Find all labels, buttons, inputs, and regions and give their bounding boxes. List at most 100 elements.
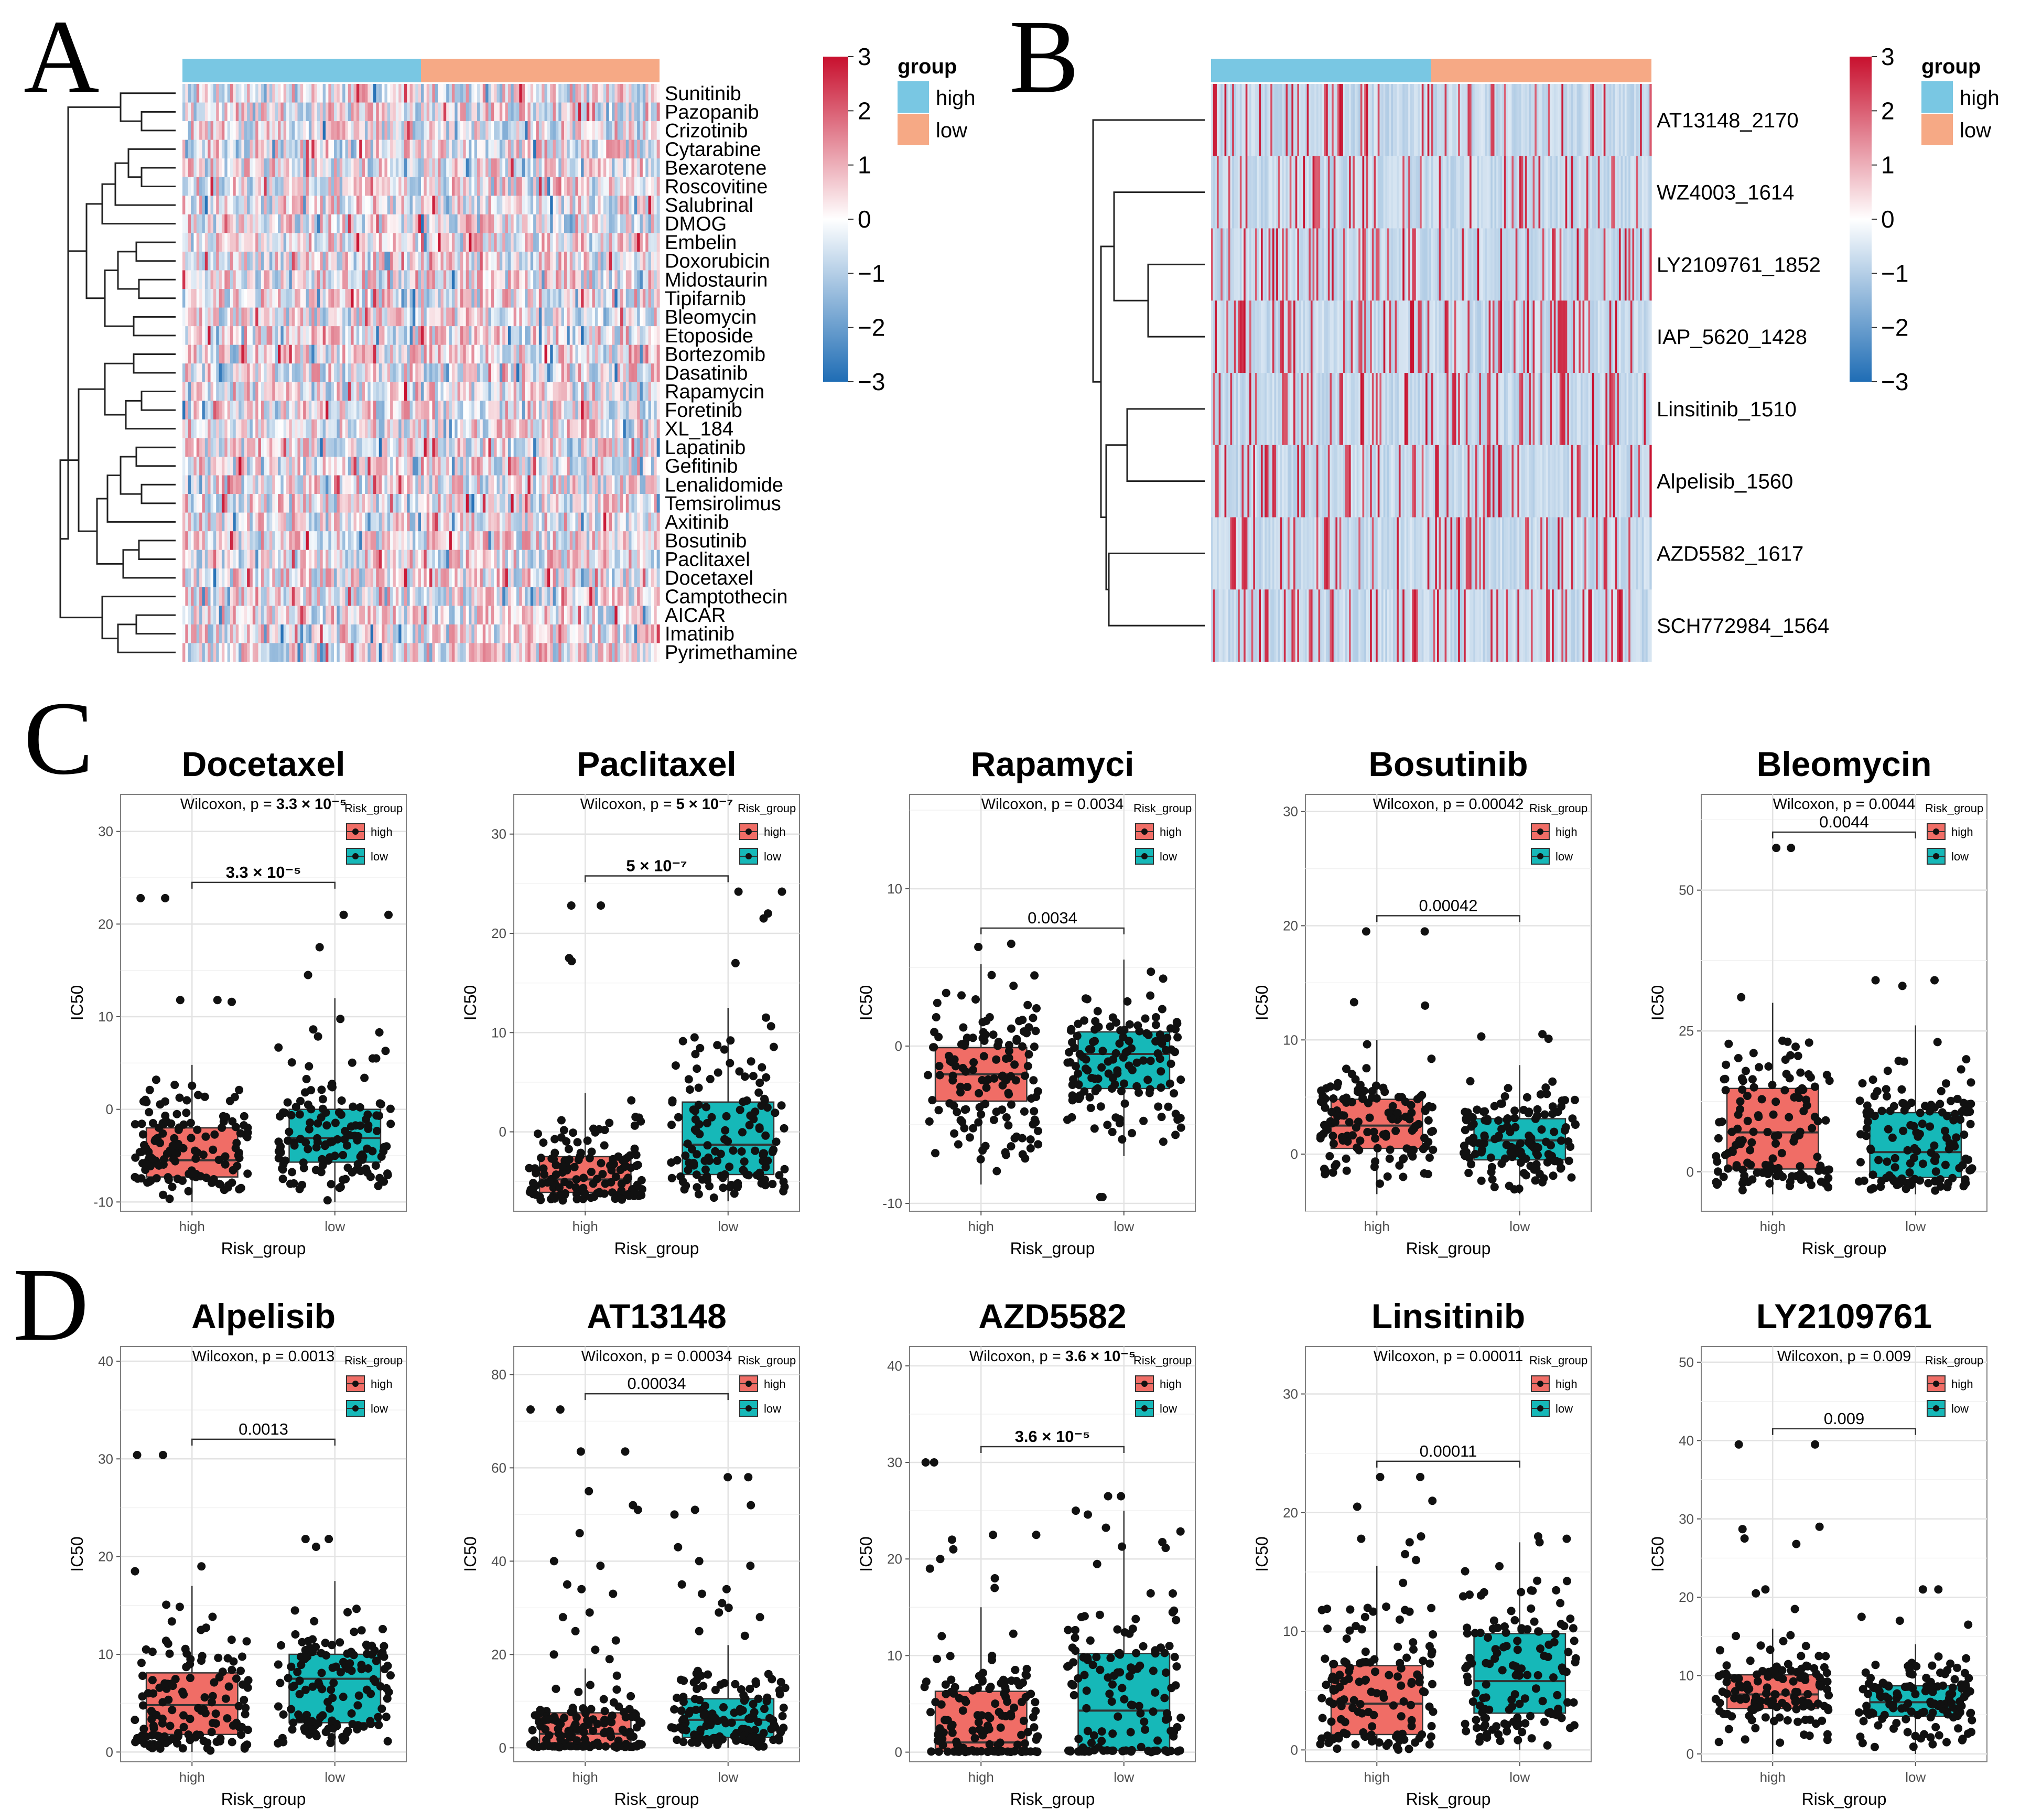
heat-cell (547, 251, 550, 271)
heat-cell (308, 196, 312, 215)
heat-cell (451, 606, 455, 625)
heat-cell (376, 177, 380, 196)
heat-cell (469, 401, 472, 420)
heat-cell (477, 251, 481, 271)
heat-cell (353, 606, 357, 625)
heat-cell (278, 196, 281, 215)
heat-cell (266, 344, 270, 364)
heat-cell (455, 233, 458, 252)
heat-cell (502, 214, 506, 233)
heat-cell (519, 531, 523, 551)
heat-cell (553, 512, 556, 532)
heat-cell (320, 494, 323, 513)
heat-cell (395, 568, 399, 588)
heat-cell (555, 233, 559, 252)
heat-cell (202, 587, 206, 606)
heat-cell (382, 531, 385, 551)
heat-cell (348, 214, 351, 233)
heat-cell (233, 251, 236, 271)
heat-cell (250, 102, 253, 122)
heat-cell (511, 512, 514, 532)
heat-cell (519, 494, 523, 513)
heat-cell (345, 121, 349, 140)
heat-cell (272, 270, 276, 289)
heat-cell (182, 531, 186, 551)
heat-cell (578, 456, 581, 476)
heat-cell (418, 139, 422, 159)
heat-cell (286, 177, 290, 196)
heat-cell (519, 307, 523, 327)
heat-cell (415, 307, 419, 327)
heat-cell (306, 382, 309, 401)
heat-cell (494, 251, 498, 271)
heat-cell (584, 531, 587, 551)
heat-cell (204, 419, 208, 438)
heat-cell (502, 550, 506, 569)
heat-cell (387, 307, 391, 327)
heat-cell (584, 139, 587, 159)
heat-cell (306, 326, 309, 345)
heat-cell (631, 531, 635, 551)
heat-cell (572, 587, 576, 606)
heat-cell (317, 139, 320, 159)
heat-cell (502, 344, 506, 364)
heat-cell (208, 344, 211, 364)
heat-cell (188, 177, 191, 196)
heat-cell (280, 606, 284, 625)
heat-cell (415, 512, 419, 532)
heat-cell (247, 177, 251, 196)
heat-cell (592, 251, 596, 271)
heat-cell (457, 289, 461, 308)
heat-cell (390, 84, 394, 103)
heat-cell (637, 494, 641, 513)
heat-cell (614, 550, 618, 569)
heat-cell (455, 382, 458, 401)
heat-cell (567, 512, 570, 532)
heat-cell (527, 307, 531, 327)
heat-cell (477, 606, 481, 625)
heat-cell (291, 531, 295, 551)
heat-cell (393, 196, 396, 215)
heat-cell (491, 121, 494, 140)
heat-cell (575, 270, 579, 289)
heat-cell (494, 270, 498, 289)
heat-cell (382, 251, 385, 271)
heat-cell (440, 475, 444, 494)
heat-cell (227, 344, 231, 364)
heat-cell (193, 344, 197, 364)
heat-cell (295, 177, 298, 196)
heat-cell (578, 494, 581, 513)
heat-cell (213, 270, 217, 289)
heat-cell (651, 550, 654, 569)
heat-cell (407, 568, 410, 588)
heat-cell (567, 550, 570, 569)
heat-cell (401, 158, 405, 178)
heat-cell (221, 438, 225, 457)
heat-cell (387, 401, 391, 420)
heat-cell (370, 382, 374, 401)
heat-cell (239, 624, 242, 643)
heat-cell (230, 307, 233, 327)
heat-cell (196, 382, 200, 401)
heat-cell (291, 326, 295, 345)
heat-cell (278, 531, 281, 551)
heat-cell (654, 363, 657, 383)
heat-cell (362, 606, 365, 625)
heat-cell (505, 289, 509, 308)
heat-cell (584, 419, 587, 438)
heat-cell (395, 139, 399, 159)
heat-cell (337, 512, 340, 532)
heat-cell (629, 512, 632, 532)
heat-cell (648, 233, 652, 252)
heat-cell (401, 196, 405, 215)
heat-cell (474, 550, 478, 569)
heat-cell (204, 177, 208, 196)
heat-cell (199, 587, 203, 606)
heat-cell (533, 382, 537, 401)
heat-cell (208, 568, 211, 588)
heat-cell (409, 475, 413, 494)
heat-cell (308, 251, 312, 271)
heat-cell (620, 494, 624, 513)
heat-cell (250, 326, 253, 345)
heat-cell (424, 568, 427, 588)
